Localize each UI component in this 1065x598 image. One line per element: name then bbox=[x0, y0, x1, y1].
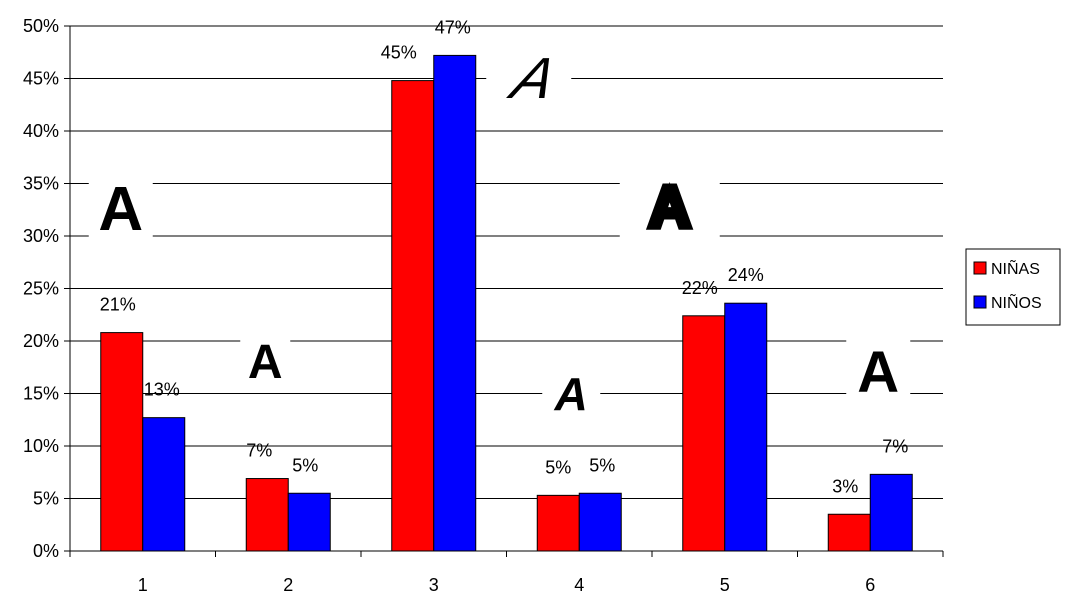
legend-swatch bbox=[974, 296, 986, 308]
y-tick-label: 45% bbox=[23, 69, 59, 89]
data-label: 3% bbox=[832, 476, 858, 496]
x-tick-label: 2 bbox=[283, 575, 293, 593]
y-tick-label: 30% bbox=[23, 226, 59, 246]
decorative-letter: A bbox=[649, 175, 691, 240]
data-label: 7% bbox=[246, 441, 272, 461]
data-label: 21% bbox=[100, 295, 136, 315]
data-label: 5% bbox=[292, 455, 318, 475]
data-label: 7% bbox=[882, 436, 908, 456]
y-tick-label: 10% bbox=[23, 436, 59, 456]
y-tick-label: 20% bbox=[23, 331, 59, 351]
y-tick-label: 40% bbox=[23, 121, 59, 141]
data-label: 24% bbox=[728, 265, 764, 285]
x-tick-label: 1 bbox=[138, 575, 148, 593]
legend-swatch bbox=[974, 262, 986, 274]
decorative-letter: A bbox=[98, 175, 143, 244]
data-label: 5% bbox=[589, 455, 615, 475]
legend-label: NIÑAS bbox=[991, 258, 1040, 278]
bar-ninas bbox=[392, 81, 434, 551]
y-tick-label: 50% bbox=[23, 16, 59, 36]
data-label: 47% bbox=[435, 17, 471, 37]
bar-ninas bbox=[246, 479, 288, 551]
bar-ninos bbox=[870, 474, 912, 551]
y-tick-label: 35% bbox=[23, 174, 59, 194]
decorative-letter: A bbox=[857, 340, 899, 405]
bar-ninos bbox=[579, 493, 621, 551]
data-label: 13% bbox=[144, 380, 180, 400]
data-label: 22% bbox=[682, 278, 718, 298]
bar-ninos bbox=[288, 493, 330, 551]
y-tick-label: 5% bbox=[33, 489, 59, 509]
legend-label: NIÑOS bbox=[991, 292, 1042, 312]
decorative-letter: A bbox=[554, 368, 588, 420]
x-tick-label: 3 bbox=[429, 575, 439, 593]
y-tick-label: 15% bbox=[23, 384, 59, 404]
data-label: 45% bbox=[381, 43, 417, 63]
bar-ninos bbox=[434, 55, 476, 551]
bar-ninos bbox=[143, 418, 185, 551]
y-tick-label: 25% bbox=[23, 279, 59, 299]
x-tick-label: 6 bbox=[865, 575, 875, 593]
data-label: 5% bbox=[545, 457, 571, 477]
bar-ninas bbox=[537, 495, 579, 551]
bar-ninas bbox=[683, 316, 725, 551]
x-tick-label: 5 bbox=[720, 575, 730, 593]
bar-ninas bbox=[101, 333, 143, 551]
y-tick-label: 0% bbox=[33, 541, 59, 561]
bar-ninas bbox=[828, 514, 870, 551]
bar-ninos bbox=[725, 303, 767, 551]
decorative-letter: A bbox=[248, 336, 283, 389]
x-tick-label: 4 bbox=[574, 575, 584, 593]
